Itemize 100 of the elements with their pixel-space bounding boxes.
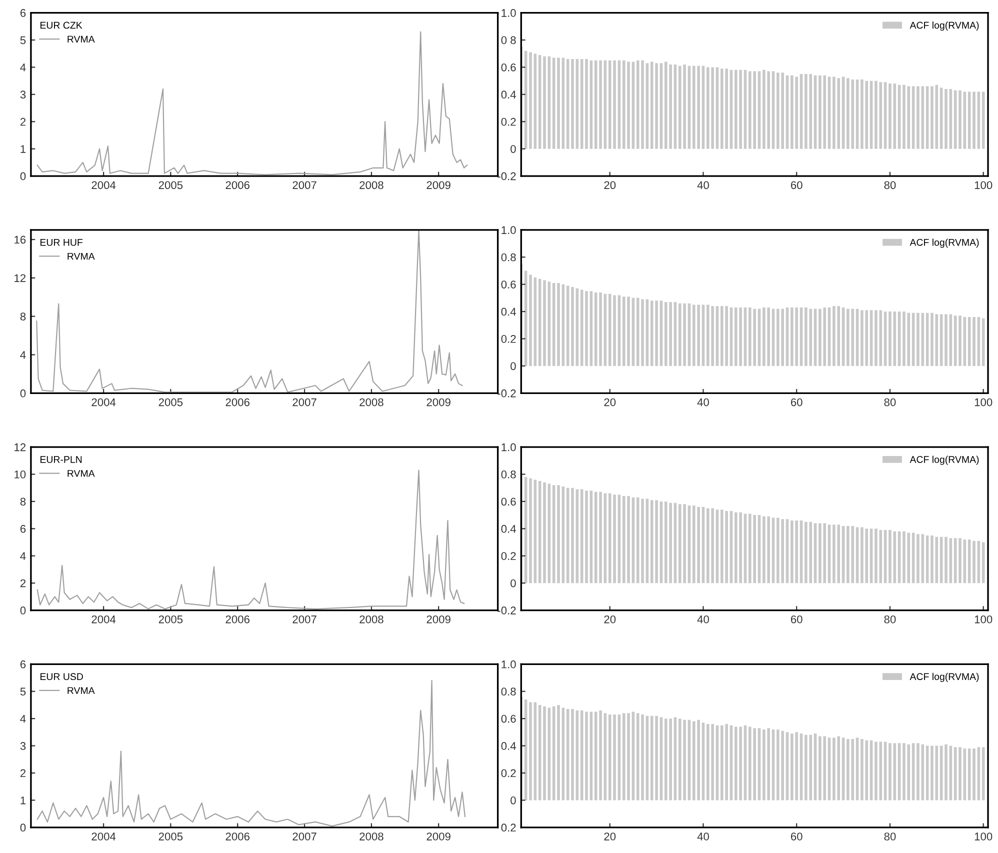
- x-tick-label: 2007: [292, 832, 316, 840]
- x-tick-label: 100: [974, 832, 992, 840]
- y-tick-label: 0.4: [501, 308, 516, 316]
- y-tick-label: 0.2: [501, 118, 516, 126]
- x-tick-label: 60: [790, 615, 802, 624]
- y-tick-label: 0.2: [501, 824, 516, 832]
- x-tick-label: 20: [604, 181, 616, 190]
- y-tick-label: 16: [14, 236, 26, 244]
- x-tick-label: 2008: [360, 181, 384, 190]
- x-tick-label: 2005: [158, 398, 183, 406]
- x-tick-label: 2006: [226, 615, 250, 624]
- x-tick-label: 80: [884, 398, 896, 406]
- y-tick-label: 5: [20, 688, 26, 696]
- y-tick-label: 0 8: [501, 36, 516, 44]
- y-tick-label: 10: [14, 470, 26, 478]
- x-tick-label: 20: [604, 398, 616, 406]
- x-tick-label: 2006: [226, 832, 250, 840]
- y-tick-label: 0.2: [501, 335, 516, 343]
- x-tick-label: 40: [697, 832, 709, 840]
- x-tick-label: 2009: [426, 615, 450, 624]
- legend-label: RVMA: [68, 252, 95, 260]
- y-tick-label: 2: [20, 579, 26, 588]
- y-tick-label: 3: [20, 90, 26, 99]
- x-tick-label: 2009: [426, 398, 450, 406]
- x-tick-label: 2004: [92, 398, 116, 406]
- x-tick-label: 40: [697, 398, 709, 406]
- y-tick-label: 1.0: [502, 9, 516, 17]
- x-tick-label: 40: [697, 615, 709, 624]
- y-tick-label: 0.8: [501, 253, 516, 262]
- x-tick-label: 2008: [360, 398, 384, 406]
- x-tick-label: 2009: [426, 832, 450, 840]
- y-tick-label: 0.2: [501, 552, 516, 560]
- y-tick-label: -0.2: [498, 389, 516, 398]
- y-tick-label: 12: [14, 443, 26, 452]
- y-tick-label: 4: [20, 714, 26, 723]
- legend-title: EUR CZK: [40, 22, 82, 29]
- x-tick-label: 2007: [292, 615, 316, 624]
- legend-label: RVMA: [68, 687, 95, 694]
- x-tick-label: 20: [604, 615, 616, 624]
- x-tick-label: 2005: [158, 832, 183, 840]
- y-tick-label: 4: [20, 351, 26, 359]
- y-tick-label: 1.0: [502, 660, 516, 668]
- x-tick-label: 2009: [426, 181, 450, 190]
- x-tick-label: 100: [974, 181, 992, 190]
- y-tick-label: 0.4: [501, 524, 516, 533]
- y-tick-label: 1: [20, 145, 26, 153]
- y-tick-label: 0.6: [501, 498, 516, 506]
- legend-label: ACF log(RVMA): [910, 456, 979, 465]
- y-tick-label: 0.6: [501, 280, 516, 288]
- legend-title: EUR USD: [40, 673, 83, 680]
- y-tick-label: 5: [20, 36, 26, 44]
- x-tick-label: 80: [884, 615, 896, 624]
- y-tick-label: 0: [20, 606, 26, 614]
- y-tick-label: 0: [510, 579, 516, 588]
- y-tick-label: 2: [20, 769, 26, 778]
- y-tick-label: 0.6: [501, 714, 516, 723]
- y-tick-label: 12: [14, 274, 26, 282]
- y-tick-label: 0.8: [501, 688, 516, 696]
- x-tick-label: 100: [974, 615, 992, 624]
- x-tick-label: 40: [697, 181, 709, 190]
- y-tick-label: 0: [510, 362, 516, 370]
- x-tick-label: 80: [884, 181, 896, 190]
- legend-label: RVMA: [68, 36, 95, 43]
- y-tick-label: 0: [20, 389, 26, 398]
- y-tick-label: 6: [20, 9, 26, 17]
- x-tick-label: 20: [604, 832, 616, 840]
- x-tick-label: 2008: [360, 832, 384, 840]
- y-tick-label: 0: [510, 796, 516, 804]
- x-tick-label: 2005: [158, 181, 183, 190]
- legend-label: ACF log(RVMA): [910, 672, 979, 682]
- x-tick-label: 60: [790, 398, 802, 406]
- x-tick-label: 60: [790, 181, 802, 190]
- y-tick-label: 1: [20, 796, 26, 804]
- y-tick-label: 8: [20, 498, 26, 506]
- y-tick-label: 0: [20, 824, 26, 832]
- y-tick-label: 0.8: [501, 470, 516, 478]
- y-tick-label: 0: [510, 145, 516, 153]
- y-tick-label: 0.4: [501, 90, 516, 99]
- x-tick-label: 2004: [92, 832, 116, 840]
- y-tick-label: 4: [20, 64, 26, 72]
- y-tick-label: 0.2: [501, 769, 516, 778]
- y-tick-label: 6: [20, 660, 26, 668]
- y-tick-label: -0.2: [498, 172, 516, 180]
- x-tick-label: 2007: [292, 398, 316, 406]
- x-tick-label: 60: [790, 832, 802, 840]
- y-tick-label: 2: [20, 118, 26, 126]
- x-tick-label: 2004: [92, 181, 116, 190]
- y-tick-label: 0.4: [501, 742, 516, 750]
- legend-title: EUR-PLN: [40, 456, 82, 463]
- y-tick-label: 0.6: [501, 63, 516, 72]
- legend-title: EUR HUF: [40, 239, 83, 246]
- y-tick-label: 1.0: [502, 226, 516, 234]
- x-tick-label: 80: [884, 832, 896, 840]
- legend-label: ACF log(RVMA): [910, 238, 979, 248]
- legend-label: ACF log(RVMA): [910, 22, 979, 31]
- y-tick-label: 4: [20, 552, 26, 560]
- y-tick-label: 1.0: [502, 443, 516, 452]
- y-tick-label: 3: [20, 742, 26, 750]
- y-tick-label: 8: [20, 312, 26, 320]
- y-tick-label: 6: [20, 524, 26, 533]
